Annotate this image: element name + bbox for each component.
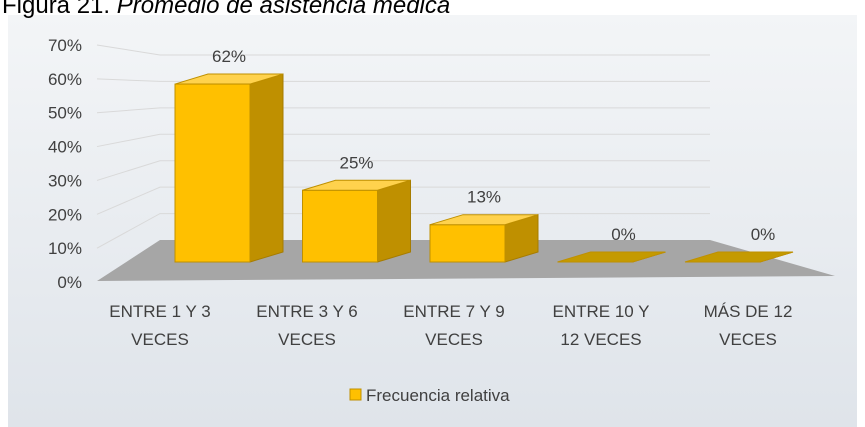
y-tick-label: 60% — [48, 70, 82, 89]
bar — [302, 179, 411, 263]
bar-top — [174, 73, 284, 85]
bar-side — [377, 179, 411, 263]
bar-top — [429, 214, 539, 226]
bar-front — [302, 189, 378, 263]
x-tick-label: ENTRE 1 Y 3 VECES — [109, 302, 210, 349]
y-tick-label: 70% — [48, 36, 82, 55]
legend-label: Frecuencia relativa — [366, 386, 510, 405]
grid-line — [96, 186, 710, 215]
x-tick-label: ENTRE 7 Y 9 VECES — [403, 302, 504, 349]
grid-line — [96, 133, 710, 148]
x-tick-label: ENTRE 10 Y 12 VECES — [552, 302, 649, 349]
y-tick-label: 0% — [57, 273, 82, 292]
chart-title: Figura 21. Promedio de asistencia médica — [2, 0, 450, 19]
chart-area — [8, 15, 857, 427]
bar-side — [249, 73, 284, 263]
bar — [174, 73, 284, 263]
data-label: 62% — [212, 47, 246, 66]
bar-front — [174, 83, 251, 263]
y-tick-label: 30% — [48, 171, 82, 190]
legend-swatch — [349, 388, 362, 401]
y-tick-label: 20% — [48, 205, 82, 224]
y-tick-label: 10% — [48, 239, 82, 258]
y-tick-label: 50% — [48, 104, 82, 123]
x-tick-label: ENTRE 3 Y 6 VECES — [256, 302, 357, 349]
bar-top — [684, 251, 794, 263]
x-tick-label: MÁS DE 12 VECES — [704, 302, 793, 349]
grid-line — [96, 78, 710, 82]
data-label: 0% — [611, 225, 636, 244]
bar — [557, 251, 666, 263]
bar — [684, 251, 794, 263]
bar-front — [429, 224, 506, 263]
data-label: 0% — [751, 225, 776, 244]
y-tick-label: 40% — [48, 138, 82, 157]
grid-line — [96, 107, 710, 114]
grid-line — [96, 213, 710, 249]
grid-line — [96, 44, 710, 56]
bar-top — [302, 179, 411, 191]
grid-line — [96, 160, 710, 181]
title-text: Promedio de asistencia médica — [117, 0, 451, 19]
bar-top — [557, 251, 666, 263]
data-label: 13% — [467, 188, 501, 207]
bar — [429, 214, 539, 263]
title-label: Figura 21. — [2, 0, 110, 19]
data-label: 25% — [339, 153, 373, 172]
